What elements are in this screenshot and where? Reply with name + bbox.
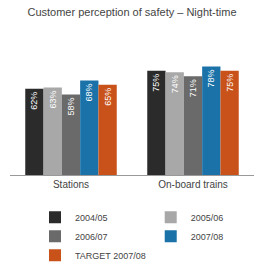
svg-text:58%: 58% [66, 97, 76, 115]
svg-text:2004/05: 2004/05 [75, 213, 108, 223]
svg-text:On-board trains: On-board trains [158, 179, 227, 190]
svg-text:68%: 68% [84, 83, 94, 101]
svg-text:Stations: Stations [53, 179, 89, 190]
svg-text:62%: 62% [29, 92, 39, 110]
svg-text:63%: 63% [48, 90, 58, 108]
svg-text:78%: 78% [206, 70, 216, 88]
svg-text:TARGET 2007/08: TARGET 2007/08 [75, 251, 146, 261]
svg-text:2005/06: 2005/06 [191, 213, 224, 223]
svg-text:2006/07: 2006/07 [75, 232, 108, 242]
svg-text:75%: 75% [225, 74, 235, 92]
svg-text:74%: 74% [170, 75, 180, 93]
svg-text:71%: 71% [188, 79, 198, 97]
svg-text:Customer perception of safety: Customer perception of safety – Night-ti… [27, 6, 236, 18]
svg-text:65%: 65% [103, 88, 113, 106]
svg-text:2007/08: 2007/08 [191, 232, 224, 242]
svg-text:75%: 75% [151, 74, 161, 92]
